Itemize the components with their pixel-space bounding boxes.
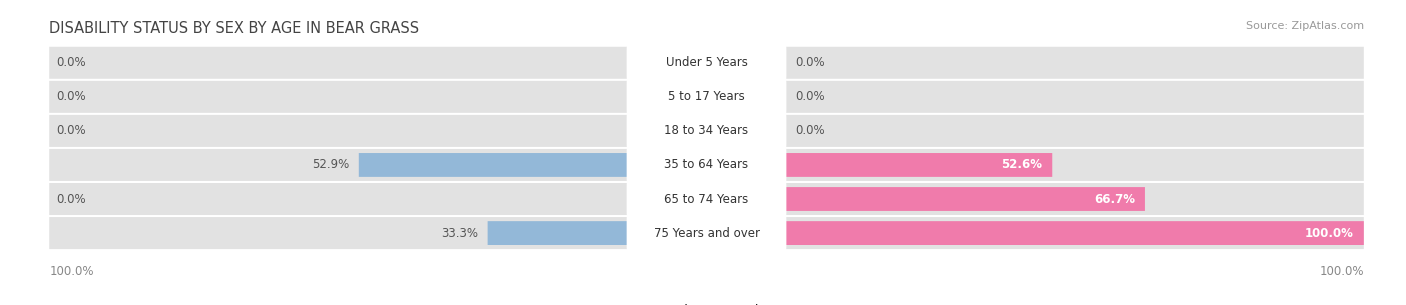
FancyBboxPatch shape	[683, 187, 707, 211]
Text: 0.0%: 0.0%	[56, 124, 86, 137]
FancyBboxPatch shape	[627, 45, 786, 81]
Text: Source: ZipAtlas.com: Source: ZipAtlas.com	[1246, 21, 1364, 31]
FancyBboxPatch shape	[49, 81, 1364, 113]
Text: 52.9%: 52.9%	[312, 159, 349, 171]
FancyBboxPatch shape	[707, 153, 1052, 177]
Text: 5 to 17 Years: 5 to 17 Years	[668, 90, 745, 103]
Text: 18 to 34 Years: 18 to 34 Years	[665, 124, 748, 137]
Legend: Male, Female: Male, Female	[643, 300, 770, 305]
FancyBboxPatch shape	[627, 113, 786, 149]
Text: 0.0%: 0.0%	[56, 56, 86, 69]
FancyBboxPatch shape	[627, 215, 786, 251]
FancyBboxPatch shape	[49, 149, 1364, 181]
FancyBboxPatch shape	[627, 147, 786, 183]
FancyBboxPatch shape	[49, 217, 1364, 249]
Text: 0.0%: 0.0%	[796, 90, 825, 103]
Text: 66.7%: 66.7%	[1094, 192, 1135, 206]
FancyBboxPatch shape	[683, 119, 707, 143]
FancyBboxPatch shape	[49, 47, 1364, 79]
Text: DISABILITY STATUS BY SEX BY AGE IN BEAR GRASS: DISABILITY STATUS BY SEX BY AGE IN BEAR …	[49, 21, 419, 36]
Text: 100.0%: 100.0%	[1319, 265, 1364, 278]
FancyBboxPatch shape	[359, 153, 707, 177]
FancyBboxPatch shape	[49, 115, 1364, 147]
FancyBboxPatch shape	[683, 85, 707, 109]
FancyBboxPatch shape	[707, 221, 1364, 245]
FancyBboxPatch shape	[627, 78, 786, 115]
Text: 100.0%: 100.0%	[1305, 227, 1354, 239]
Text: 52.6%: 52.6%	[1001, 159, 1042, 171]
Text: 0.0%: 0.0%	[796, 56, 825, 69]
Text: 0.0%: 0.0%	[56, 90, 86, 103]
FancyBboxPatch shape	[488, 221, 707, 245]
FancyBboxPatch shape	[707, 85, 730, 109]
FancyBboxPatch shape	[49, 183, 1364, 215]
Text: 0.0%: 0.0%	[796, 124, 825, 137]
FancyBboxPatch shape	[683, 51, 707, 75]
FancyBboxPatch shape	[707, 119, 730, 143]
Text: Under 5 Years: Under 5 Years	[665, 56, 748, 69]
Text: 0.0%: 0.0%	[56, 192, 86, 206]
FancyBboxPatch shape	[707, 51, 730, 75]
Text: 65 to 74 Years: 65 to 74 Years	[665, 192, 748, 206]
FancyBboxPatch shape	[707, 187, 1144, 211]
Text: 35 to 64 Years: 35 to 64 Years	[665, 159, 748, 171]
Text: 33.3%: 33.3%	[440, 227, 478, 239]
Text: 75 Years and over: 75 Years and over	[654, 227, 759, 239]
Text: 100.0%: 100.0%	[49, 265, 94, 278]
FancyBboxPatch shape	[627, 181, 786, 217]
